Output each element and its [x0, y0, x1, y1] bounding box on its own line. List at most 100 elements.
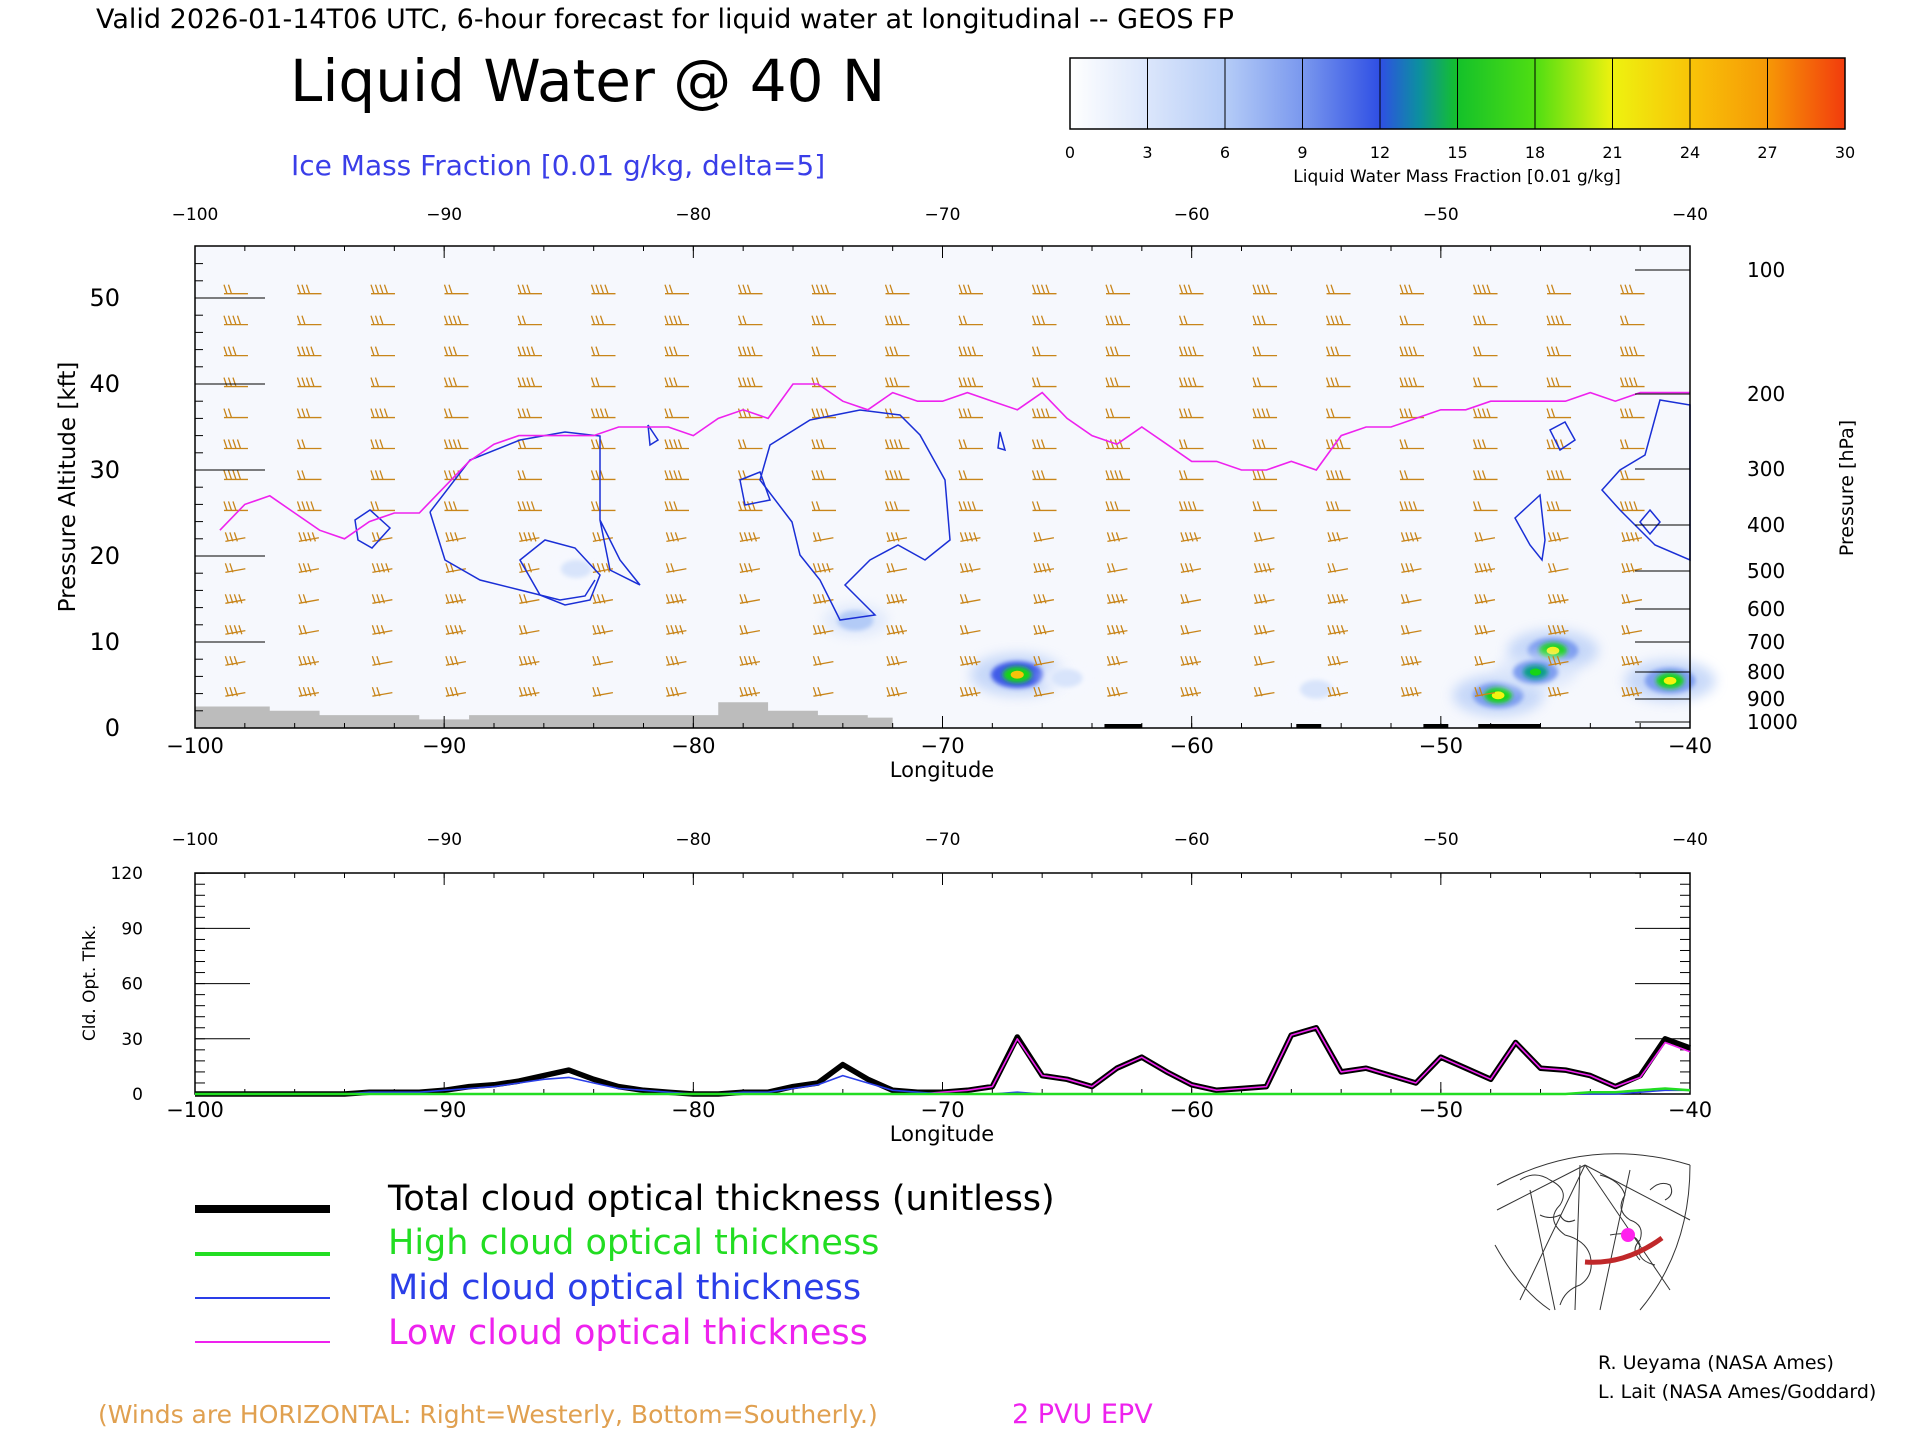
wind-barb — [1033, 625, 1055, 635]
wind-barb-feather — [1339, 315, 1344, 325]
wind-barb-feather — [518, 532, 524, 542]
wind-barb-feather — [889, 439, 894, 449]
wind-barb-feather — [1478, 656, 1484, 666]
wind-barb-feather — [959, 625, 965, 635]
wind-barb-feather — [1400, 656, 1406, 666]
wind-barb-feather — [962, 470, 968, 480]
wind-barb — [370, 315, 395, 326]
wind-barb — [665, 532, 687, 543]
wind-barb-feather — [821, 625, 827, 635]
wind-barb-feather — [898, 470, 903, 480]
ice-contour — [759, 409, 951, 621]
wind-barb-feather — [1474, 625, 1479, 635]
wind-barb-feather — [1477, 408, 1482, 418]
wind-barb-feather — [530, 346, 536, 356]
wind-barb — [884, 439, 910, 450]
wind-barb-feather — [886, 532, 891, 542]
wind-barb-feather — [229, 625, 234, 635]
wind-barb — [1252, 470, 1278, 481]
wind-barb-feather — [1033, 686, 1038, 697]
wind-barb-feather — [1114, 377, 1119, 387]
wind-barb-feather — [962, 501, 968, 511]
legend: Total cloud optical thickness (unitless)… — [195, 1179, 1055, 1353]
wind-barb — [958, 408, 984, 419]
wind-barb-feather — [1478, 594, 1484, 604]
wind-barb-feather — [1625, 625, 1631, 635]
wind-barb-feather — [893, 470, 899, 480]
wind-barb — [1325, 408, 1351, 419]
wind-barb — [1178, 315, 1204, 326]
wind-barb-feather — [1559, 470, 1565, 480]
wind-barb-feather — [889, 408, 894, 418]
wind-barb-feather — [1192, 501, 1197, 511]
wind-barb-feather — [443, 501, 449, 511]
wind-barb-feather — [1180, 625, 1185, 635]
wind-barb — [298, 532, 319, 543]
wind-barb-feather — [890, 563, 896, 573]
wind-barb-feather — [1325, 315, 1331, 325]
wind-barb-feather — [1036, 346, 1041, 356]
wind-barb-feather — [521, 439, 527, 449]
wind-barb-feather — [232, 315, 237, 325]
wind-barb-feather — [742, 284, 747, 294]
wind-barb-feather — [302, 563, 307, 573]
wind-barb-feather — [521, 346, 527, 356]
wind-barb-feather — [1331, 656, 1337, 666]
wind-barb — [1619, 315, 1645, 326]
wind-barb-feather — [967, 346, 972, 356]
wind-barb-feather — [674, 625, 680, 635]
wind-barb-feather — [526, 377, 531, 387]
wind-barb-feather — [1619, 501, 1625, 511]
wind-barb-feather — [670, 625, 675, 635]
wind-barb-feather — [673, 439, 678, 449]
wind-barb-feather — [1031, 439, 1037, 449]
wind-barb-feather — [596, 532, 602, 542]
wind-barb-feather — [590, 501, 596, 511]
wind-barb — [592, 656, 614, 666]
wind-barb-feather — [1111, 625, 1116, 635]
wind-barb — [1325, 346, 1351, 357]
wind-barb — [1619, 501, 1645, 512]
wind-barb — [1033, 532, 1055, 543]
wind-barb — [1621, 656, 1643, 666]
wind-barb-feather — [1625, 656, 1631, 666]
wind-barb-feather — [884, 315, 890, 325]
wind-barb-feather — [815, 315, 821, 325]
wind-barb-feather — [518, 594, 524, 604]
wind-barb-feather — [1105, 408, 1110, 418]
pressure-tick-label: 600 — [1747, 597, 1785, 621]
wind-barb — [1033, 656, 1055, 666]
top-x-tick-label-upper: −80 — [675, 205, 711, 225]
wind-barb-feather — [1550, 408, 1556, 418]
wind-barb — [811, 284, 837, 295]
wind-barb-feather — [886, 625, 891, 635]
wind-barb-feather — [890, 686, 896, 697]
wind-barb-feather — [820, 439, 825, 449]
wind-barb — [224, 656, 246, 666]
wind-barb — [886, 656, 908, 666]
wind-barb — [1400, 656, 1422, 666]
valid-line: Valid 2026-01-14T06 UTC, 6-hour forecast… — [96, 4, 1234, 35]
wind-barb-feather — [1556, 532, 1562, 542]
wind-barb-feather — [518, 625, 524, 635]
wind-barb-feather — [301, 315, 306, 325]
wind-barb-feather — [968, 656, 974, 666]
wind-barb-feather — [1478, 686, 1484, 697]
surface-segment — [1478, 724, 1541, 728]
wind-barb-feather — [1325, 346, 1331, 356]
wind-barb-feather — [296, 377, 302, 387]
wind-barb-feather — [454, 656, 459, 666]
wind-barb-feather — [1105, 284, 1110, 294]
top-y-tick-label: 0 — [105, 714, 120, 742]
ice-contour — [519, 539, 601, 606]
wind-barb-feather — [1399, 501, 1404, 511]
wind-barb-feather — [1546, 315, 1551, 325]
wind-barb-feather — [595, 408, 600, 418]
wind-barb-feather — [595, 284, 600, 294]
wind-barb-feather — [821, 563, 827, 573]
wind-barb-feather — [670, 563, 675, 573]
wind-barb — [371, 563, 393, 573]
ice-contours — [354, 399, 1691, 621]
wind-barb-feather — [1109, 408, 1115, 418]
top-x-tick-label: −40 — [1668, 734, 1712, 758]
